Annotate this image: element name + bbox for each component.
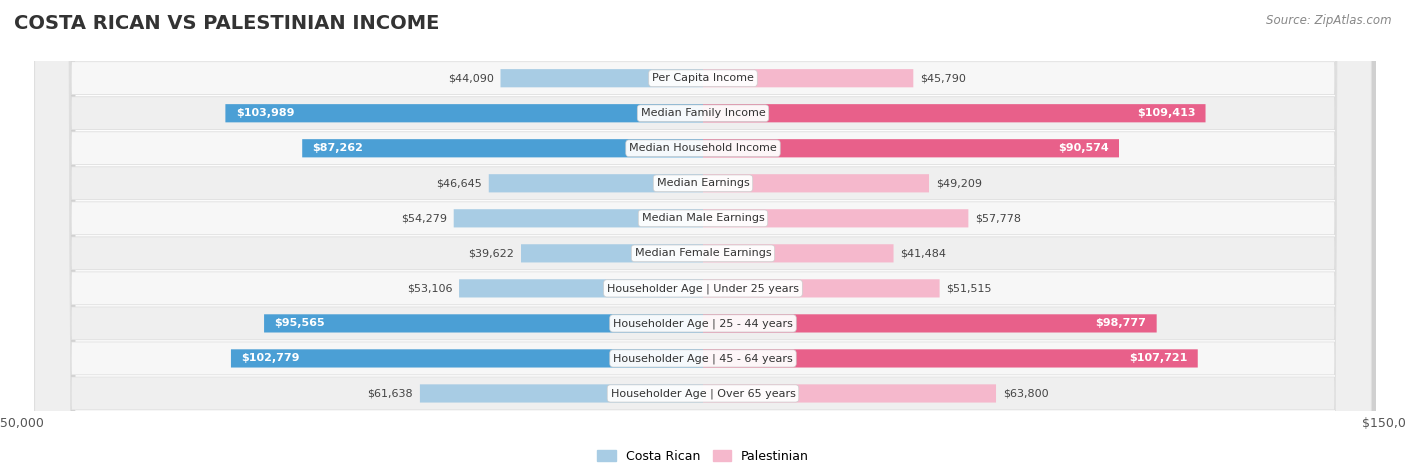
Text: $102,779: $102,779 <box>242 354 299 363</box>
FancyBboxPatch shape <box>703 209 969 227</box>
FancyBboxPatch shape <box>703 104 1205 122</box>
Text: $103,989: $103,989 <box>236 108 294 118</box>
FancyBboxPatch shape <box>39 0 1376 467</box>
FancyBboxPatch shape <box>39 0 1376 467</box>
FancyBboxPatch shape <box>264 314 703 333</box>
FancyBboxPatch shape <box>703 174 929 192</box>
FancyBboxPatch shape <box>39 0 1376 467</box>
Text: Source: ZipAtlas.com: Source: ZipAtlas.com <box>1267 14 1392 27</box>
FancyBboxPatch shape <box>35 0 1371 467</box>
FancyBboxPatch shape <box>35 0 1371 467</box>
FancyBboxPatch shape <box>35 0 1371 467</box>
FancyBboxPatch shape <box>420 384 703 403</box>
Text: Median Household Income: Median Household Income <box>628 143 778 153</box>
Text: Median Family Income: Median Family Income <box>641 108 765 118</box>
FancyBboxPatch shape <box>225 104 703 122</box>
FancyBboxPatch shape <box>35 0 1371 467</box>
FancyBboxPatch shape <box>703 384 995 403</box>
Legend: Costa Rican, Palestinian: Costa Rican, Palestinian <box>592 445 814 467</box>
FancyBboxPatch shape <box>454 209 703 227</box>
Text: $90,574: $90,574 <box>1057 143 1109 153</box>
Text: $41,484: $41,484 <box>900 248 946 258</box>
FancyBboxPatch shape <box>35 0 1371 467</box>
Text: $98,777: $98,777 <box>1095 318 1146 328</box>
Text: Median Male Earnings: Median Male Earnings <box>641 213 765 223</box>
FancyBboxPatch shape <box>39 0 1376 467</box>
Text: $44,090: $44,090 <box>447 73 494 83</box>
Text: Householder Age | 25 - 44 years: Householder Age | 25 - 44 years <box>613 318 793 329</box>
FancyBboxPatch shape <box>35 0 1371 467</box>
Text: $53,106: $53,106 <box>406 283 453 293</box>
Text: $95,565: $95,565 <box>274 318 325 328</box>
Text: $54,279: $54,279 <box>401 213 447 223</box>
FancyBboxPatch shape <box>703 279 939 297</box>
FancyBboxPatch shape <box>35 0 1371 467</box>
Text: COSTA RICAN VS PALESTINIAN INCOME: COSTA RICAN VS PALESTINIAN INCOME <box>14 14 440 33</box>
Text: $57,778: $57,778 <box>976 213 1021 223</box>
Text: $45,790: $45,790 <box>920 73 966 83</box>
Text: Householder Age | Under 25 years: Householder Age | Under 25 years <box>607 283 799 294</box>
FancyBboxPatch shape <box>35 0 1371 467</box>
FancyBboxPatch shape <box>39 0 1376 467</box>
FancyBboxPatch shape <box>522 244 703 262</box>
FancyBboxPatch shape <box>703 69 914 87</box>
Text: Per Capita Income: Per Capita Income <box>652 73 754 83</box>
FancyBboxPatch shape <box>460 279 703 297</box>
Text: $49,209: $49,209 <box>936 178 981 188</box>
Text: $87,262: $87,262 <box>312 143 363 153</box>
Text: $51,515: $51,515 <box>946 283 993 293</box>
FancyBboxPatch shape <box>231 349 703 368</box>
Text: Median Female Earnings: Median Female Earnings <box>634 248 772 258</box>
Text: Householder Age | Over 65 years: Householder Age | Over 65 years <box>610 388 796 399</box>
FancyBboxPatch shape <box>703 139 1119 157</box>
FancyBboxPatch shape <box>39 0 1376 467</box>
Text: $39,622: $39,622 <box>468 248 515 258</box>
FancyBboxPatch shape <box>302 139 703 157</box>
FancyBboxPatch shape <box>39 0 1376 467</box>
FancyBboxPatch shape <box>39 0 1376 467</box>
FancyBboxPatch shape <box>703 244 894 262</box>
Text: $63,800: $63,800 <box>1002 389 1049 398</box>
FancyBboxPatch shape <box>35 0 1371 467</box>
Text: $109,413: $109,413 <box>1136 108 1195 118</box>
FancyBboxPatch shape <box>501 69 703 87</box>
FancyBboxPatch shape <box>489 174 703 192</box>
FancyBboxPatch shape <box>703 349 1198 368</box>
Text: $61,638: $61,638 <box>367 389 413 398</box>
FancyBboxPatch shape <box>39 0 1376 467</box>
Text: $107,721: $107,721 <box>1129 354 1188 363</box>
Text: $46,645: $46,645 <box>436 178 482 188</box>
FancyBboxPatch shape <box>35 0 1371 467</box>
Text: Median Earnings: Median Earnings <box>657 178 749 188</box>
FancyBboxPatch shape <box>39 0 1376 467</box>
Text: Householder Age | 45 - 64 years: Householder Age | 45 - 64 years <box>613 353 793 364</box>
FancyBboxPatch shape <box>703 314 1157 333</box>
